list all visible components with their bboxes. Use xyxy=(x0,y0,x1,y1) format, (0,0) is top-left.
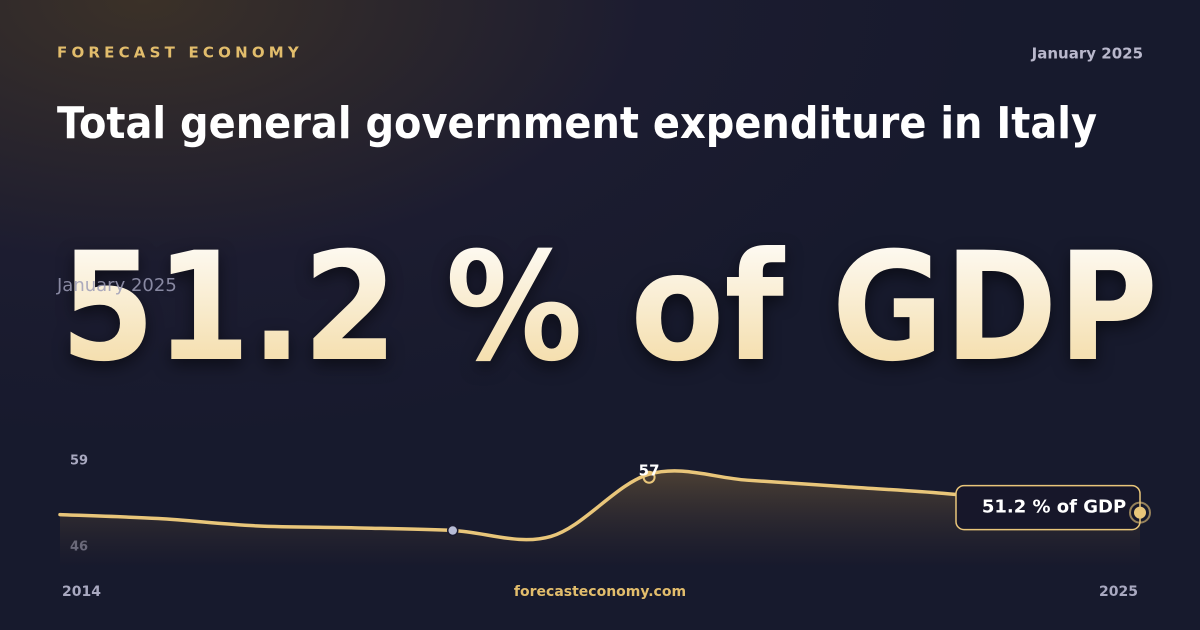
y-tick-label: 59 xyxy=(70,454,88,469)
point xyxy=(446,524,459,537)
date: January 2025 xyxy=(1031,45,1143,63)
peak-label: 57 xyxy=(639,462,660,480)
end-point xyxy=(1134,506,1146,519)
brand: FORECAST ECONOMY xyxy=(57,44,303,62)
title: Total general government expenditure in … xyxy=(57,98,1097,149)
x-tick-label: 2014 xyxy=(62,584,101,600)
date-ghost: January 2025 xyxy=(56,275,177,296)
line xyxy=(58,469,1142,542)
headline: 51.2 % of GDP xyxy=(60,221,1158,395)
x-tick-label: 2025 xyxy=(1099,584,1138,600)
sparkline: 4659201420255751.2 % of GDP xyxy=(58,454,1151,600)
end-ring xyxy=(1129,501,1151,524)
footer: forecasteconomy.com xyxy=(514,584,686,600)
area xyxy=(60,470,1140,565)
callout-label: 51.2 % of GDP xyxy=(982,497,1126,518)
peak-point xyxy=(642,470,656,484)
